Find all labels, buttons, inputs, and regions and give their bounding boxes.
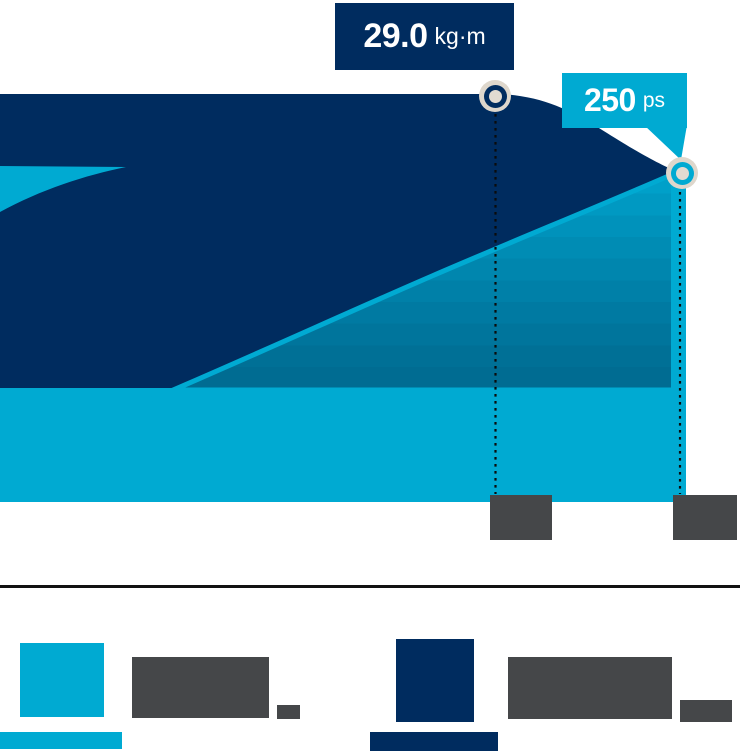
- power-value: 250: [583, 82, 636, 118]
- torque-value-callout: 29.0 kg·m: [335, 3, 514, 70]
- engine-performance-chart: [0, 94, 737, 540]
- torque-point-marker[interactable]: [479, 80, 511, 112]
- torque-area: [0, 94, 678, 388]
- legend-unit-torque-redacted: [680, 700, 732, 722]
- legend-swatch-torque[interactable]: [396, 639, 474, 722]
- power-curve-line: [149, 168, 682, 403]
- power-marker-core: [675, 166, 689, 180]
- x-tick-label-redacted-torque: [490, 495, 552, 540]
- legend-label-power-redacted: [132, 657, 269, 718]
- torque-unit: kg·m: [434, 23, 486, 49]
- power-marker-ring: [670, 161, 694, 185]
- torque-marker-ring: [483, 84, 507, 108]
- torque-marker-core: [488, 89, 502, 103]
- power-area-left-wedge: [0, 166, 126, 212]
- legend-label-torque-redacted: [508, 657, 672, 719]
- power-point-marker[interactable]: [666, 157, 698, 189]
- section-divider: [0, 585, 740, 588]
- power-unit: ps: [642, 88, 666, 112]
- torque-value: 29.0: [363, 17, 428, 55]
- power-area: [0, 168, 686, 502]
- power-drop-column: [671, 178, 686, 502]
- legend-swatch-power[interactable]: [20, 643, 104, 717]
- power-value-callout: 250 ps: [562, 73, 687, 128]
- x-tick-label-redacted-power: [673, 495, 737, 540]
- legend-unit-power-redacted: [277, 705, 300, 719]
- indicator-bar-power[interactable]: [0, 732, 122, 749]
- indicator-bar-torque[interactable]: [370, 732, 498, 751]
